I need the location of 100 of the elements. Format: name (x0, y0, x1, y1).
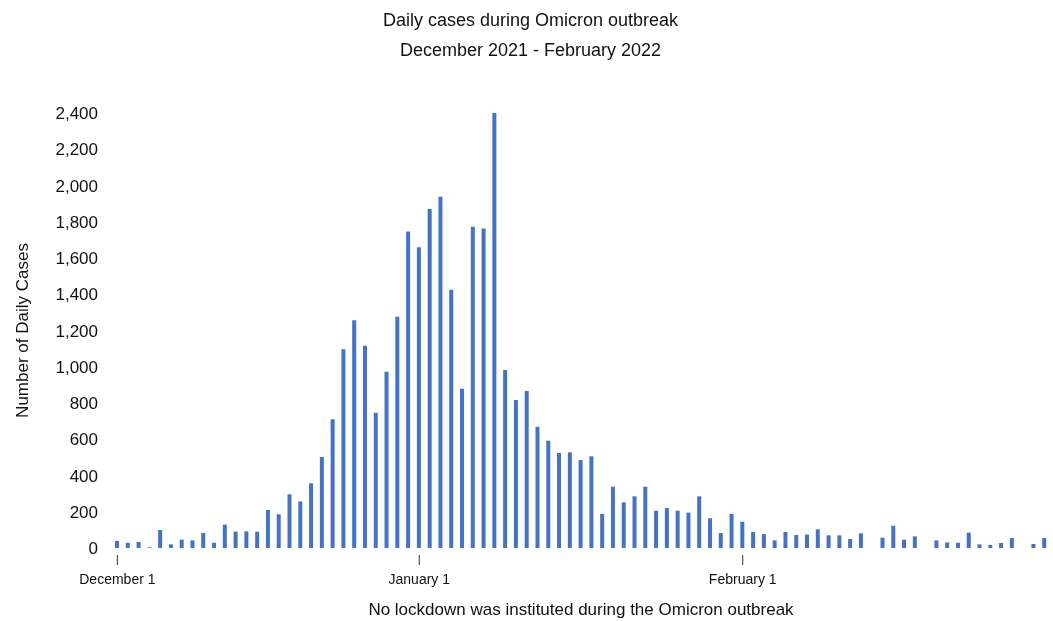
bar (772, 540, 777, 548)
bar (837, 535, 842, 548)
bar (201, 532, 206, 548)
bar (589, 456, 594, 548)
y-tick-label: 2,000 (55, 176, 98, 196)
bar (664, 507, 669, 548)
bar (212, 542, 217, 548)
bar (460, 388, 465, 548)
bar (287, 494, 292, 548)
bar (384, 371, 389, 548)
bar (524, 391, 529, 548)
bar (697, 496, 702, 548)
bar (233, 531, 238, 548)
bar (751, 532, 756, 548)
y-tick-label: 1,200 (55, 321, 98, 341)
bar (718, 532, 723, 548)
y-tick-label: 1,000 (55, 357, 98, 377)
bar (1031, 544, 1036, 548)
bar (481, 228, 486, 548)
bar (1042, 538, 1047, 548)
bar (826, 535, 831, 548)
bar (880, 537, 885, 548)
y-tick-label: 2,400 (55, 104, 98, 124)
y-axis-title: Number of Daily Cases (13, 243, 33, 418)
bar (125, 542, 130, 548)
y-tick-label: 0 (88, 539, 98, 559)
bar (912, 536, 917, 548)
bar (761, 534, 766, 548)
chart-title: Daily cases during Omicron outbreak (381, 10, 680, 31)
bar (858, 533, 863, 548)
bar (578, 460, 583, 548)
bar (707, 518, 712, 548)
bar (168, 544, 173, 548)
x-axis-title: No lockdown was instituted during the Omicron outbreak (368, 600, 795, 619)
bar (427, 208, 432, 548)
bar (179, 539, 184, 548)
bar (945, 542, 950, 548)
bar (438, 196, 443, 548)
bar (319, 457, 324, 548)
bar (190, 540, 195, 548)
bar (373, 412, 378, 548)
bar (805, 534, 810, 548)
bar (406, 231, 411, 548)
bar (395, 316, 400, 548)
bar (503, 370, 508, 548)
bar (298, 501, 303, 548)
bar (610, 486, 615, 548)
bar (449, 289, 454, 548)
y-tick-label: 800 (69, 394, 98, 414)
bar (621, 502, 626, 548)
bar (955, 542, 960, 548)
bar (567, 452, 572, 548)
bar (686, 512, 691, 548)
x-tick-label: February 1 (708, 571, 777, 587)
x-tick-label: December 1 (79, 571, 156, 587)
bar (276, 514, 281, 548)
bar (891, 525, 896, 548)
bar (352, 320, 357, 548)
bar (330, 419, 335, 548)
bar (546, 440, 551, 548)
bar (492, 113, 497, 548)
bar (557, 453, 562, 548)
x-tick-label: January 1 (388, 571, 451, 587)
bar (535, 426, 540, 548)
bar (416, 247, 421, 548)
bar (632, 496, 637, 548)
y-tick-label: 2,200 (55, 140, 98, 160)
bar (643, 486, 648, 548)
bar (848, 538, 853, 548)
bar (513, 400, 518, 548)
bar (470, 226, 475, 548)
y-tick-label: 1,800 (55, 212, 98, 232)
bar (794, 534, 799, 548)
bar (158, 530, 163, 548)
bar (902, 539, 907, 548)
bar (815, 529, 820, 548)
bar (136, 542, 141, 548)
bar (988, 544, 993, 548)
bar (255, 531, 260, 548)
bar (1009, 538, 1014, 548)
bar (966, 532, 971, 548)
bar (362, 345, 367, 548)
bar (729, 513, 734, 548)
bar (675, 510, 680, 548)
bar (115, 540, 119, 548)
bar (654, 510, 659, 548)
bar (999, 542, 1004, 548)
bar (600, 513, 605, 548)
bar (740, 521, 745, 548)
y-tick-label: 400 (69, 466, 98, 486)
bar (783, 532, 788, 548)
bar (977, 544, 982, 548)
y-tick-label: 1,600 (55, 249, 98, 269)
bar (341, 349, 346, 548)
bar (222, 524, 227, 548)
chart-subtitle: December 2021 - February 2022 (398, 40, 663, 61)
bar (265, 509, 270, 548)
y-tick-label: 600 (69, 430, 98, 450)
bar (934, 540, 939, 548)
bar (309, 483, 314, 548)
